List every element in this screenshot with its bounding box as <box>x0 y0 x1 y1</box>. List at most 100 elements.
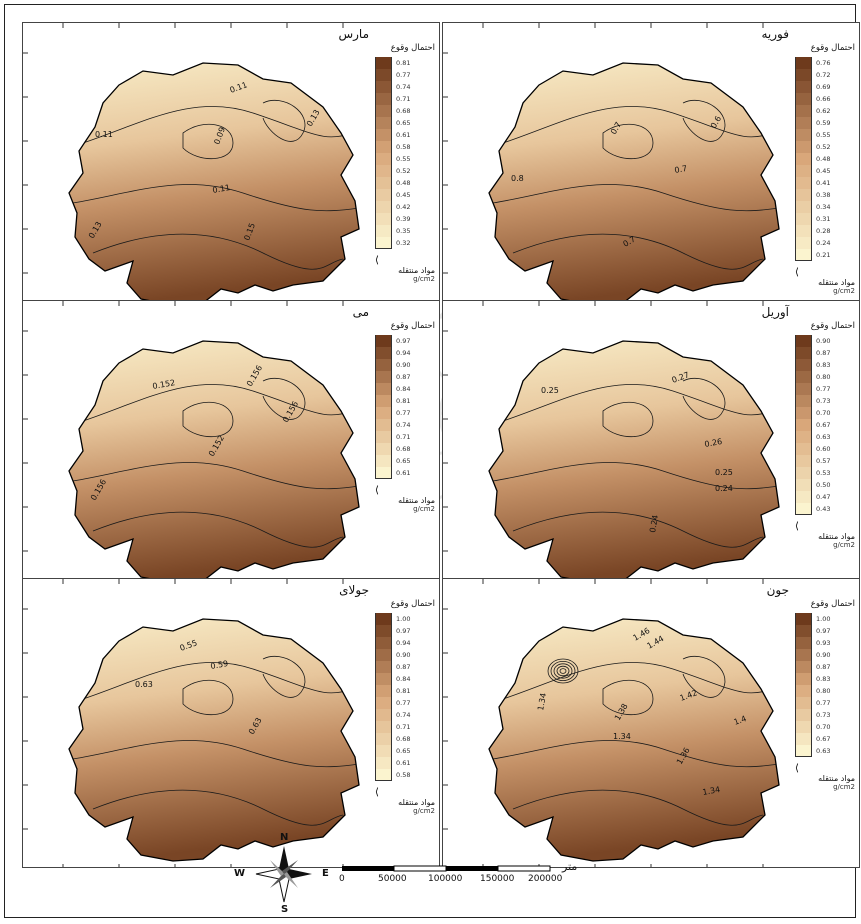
legend: احتمال وقوع 0.81 0.77 0.74 0.71 0.68 0.65 0.61 0… <box>375 43 435 283</box>
legend-entry: 0.97 <box>795 625 855 637</box>
legend-swatch <box>375 431 392 443</box>
legend-value: 0.71 <box>396 723 411 731</box>
contour-line <box>72 462 359 490</box>
legend-unit-block: ⟨ مواد منتقله g/cm2 <box>795 521 855 549</box>
scale-tick-1: 50000 <box>378 874 407 884</box>
legend-value: 0.39 <box>396 215 411 223</box>
legend-entry: 0.61 <box>375 757 435 769</box>
contour-label: 0.63 <box>135 680 153 689</box>
contour-line <box>182 680 234 716</box>
legend-swatch <box>795 383 812 395</box>
legend-value: 0.43 <box>816 505 831 513</box>
contour-line <box>82 106 354 144</box>
legend-swatch <box>375 153 392 165</box>
scale-tick-3: 150000 <box>480 874 515 884</box>
panel-title: مى <box>352 305 369 319</box>
contour-line <box>502 662 774 700</box>
legend-unit-block: ⟨ مواد منتقله g/cm2 <box>375 787 435 815</box>
legend: احتمال وقوع 1.00 0.97 0.94 0.90 0.87 0.84 0.81 0… <box>375 599 435 815</box>
panel-title: مارس <box>338 27 369 41</box>
map-canvas: 0.7 0.60.70.80.7 <box>443 23 780 311</box>
legend-entry: 0.48 <box>795 153 855 165</box>
legend-swatch <box>375 177 392 189</box>
contour-line <box>262 100 306 142</box>
legend-value: 0.74 <box>396 83 411 91</box>
legend: احتمال وقوع 1.00 0.97 0.93 0.90 0.87 0.83 0.80 0… <box>795 599 855 791</box>
map-panel-4: 0.25 0.27 0.26 0.25 0.24 0.24 آوريل احتمال وقوع… <box>442 300 860 590</box>
legend-value: 0.42 <box>396 203 411 211</box>
legend: احتمال وقوع 0.90 0.87 0.83 0.80 0.77 0.73 0.70 0… <box>795 321 855 549</box>
compass-s-label: S <box>281 904 289 915</box>
legend-entry: 0.38 <box>795 189 855 201</box>
legend-entry: 0.68 <box>375 733 435 745</box>
legend-swatch <box>795 153 812 165</box>
legend-entry: 0.81 <box>375 685 435 697</box>
contour-line <box>512 233 764 270</box>
legend-value: 1.00 <box>396 615 411 623</box>
legend-swatch <box>795 721 812 733</box>
legend-entry: 0.77 <box>795 697 855 709</box>
legend-entry: 0.69 <box>795 81 855 93</box>
legend-swatch <box>375 757 392 769</box>
legend-entry: 0.68 <box>375 105 435 117</box>
legend-swatch <box>375 637 392 649</box>
legend-entry: 0.87 <box>375 661 435 673</box>
legend-value: 0.76 <box>816 59 831 67</box>
legend-swatch <box>375 57 392 69</box>
unit-arrow-icon: ⟨ <box>795 267 799 278</box>
legend-value: 0.77 <box>396 699 411 707</box>
legend-value: 0.87 <box>396 373 411 381</box>
legend-value: 0.28 <box>816 227 831 235</box>
legend-entry: 0.90 <box>375 649 435 661</box>
legend-swatch <box>375 625 392 637</box>
contour-label: 0.25 <box>541 386 559 395</box>
legend-entry: 0.77 <box>375 407 435 419</box>
legend-value: 0.77 <box>396 409 411 417</box>
compass-n-label: N <box>280 832 289 843</box>
legend-title: احتمال وقوع <box>390 43 435 53</box>
legend-swatch <box>375 697 392 709</box>
legend-unit: g/cm2 <box>833 287 855 295</box>
legend-value: 0.38 <box>816 191 831 199</box>
legend-value: 0.31 <box>816 215 831 223</box>
contour-label: 0.25 <box>715 468 733 477</box>
map-canvas: 0.250.270.260.250.240.24 <box>443 301 780 589</box>
legend-value: 0.90 <box>816 337 831 345</box>
legend-swatch <box>375 81 392 93</box>
contour-ring <box>553 663 573 679</box>
contour-line <box>92 789 344 826</box>
legend-entry: 0.48 <box>375 177 435 189</box>
legend-swatch <box>375 237 392 249</box>
contour-line <box>72 740 359 768</box>
legend-swatch <box>375 165 392 177</box>
legend-value: 0.50 <box>816 481 831 489</box>
legend-entry: 0.84 <box>375 383 435 395</box>
legend-value: 0.55 <box>816 131 831 139</box>
legend-unit-title: مواد منتقله <box>818 532 855 541</box>
legend-value: 0.72 <box>816 71 831 79</box>
contour-line <box>682 100 726 142</box>
legend-entry: 0.83 <box>795 673 855 685</box>
legend-swatch <box>375 467 392 479</box>
legend-entry: 0.42 <box>375 201 435 213</box>
legend-swatch <box>795 745 812 757</box>
legend-entry: 0.74 <box>375 419 435 431</box>
legend-entry: 0.90 <box>795 335 855 347</box>
region-outline <box>488 340 780 584</box>
legend-value: 0.70 <box>816 723 831 731</box>
legend-title: احتمال وقوع <box>810 599 855 609</box>
region-outline <box>488 618 780 862</box>
legend-swatch <box>795 395 812 407</box>
legend-swatch <box>795 359 812 371</box>
legend-swatch <box>375 141 392 153</box>
legend-swatch <box>375 443 392 455</box>
map-canvas: 1.461.441.421.341.38 1.41.341.361.34 <box>443 579 780 867</box>
legend-swatch <box>375 129 392 141</box>
legend-swatch <box>375 685 392 697</box>
legend-value: 0.61 <box>396 759 411 767</box>
contour-line <box>512 789 764 826</box>
region-outline <box>488 62 780 306</box>
legend-value: 0.80 <box>816 687 831 695</box>
legend-entry: 0.55 <box>375 153 435 165</box>
legend-entry: 0.61 <box>375 467 435 479</box>
